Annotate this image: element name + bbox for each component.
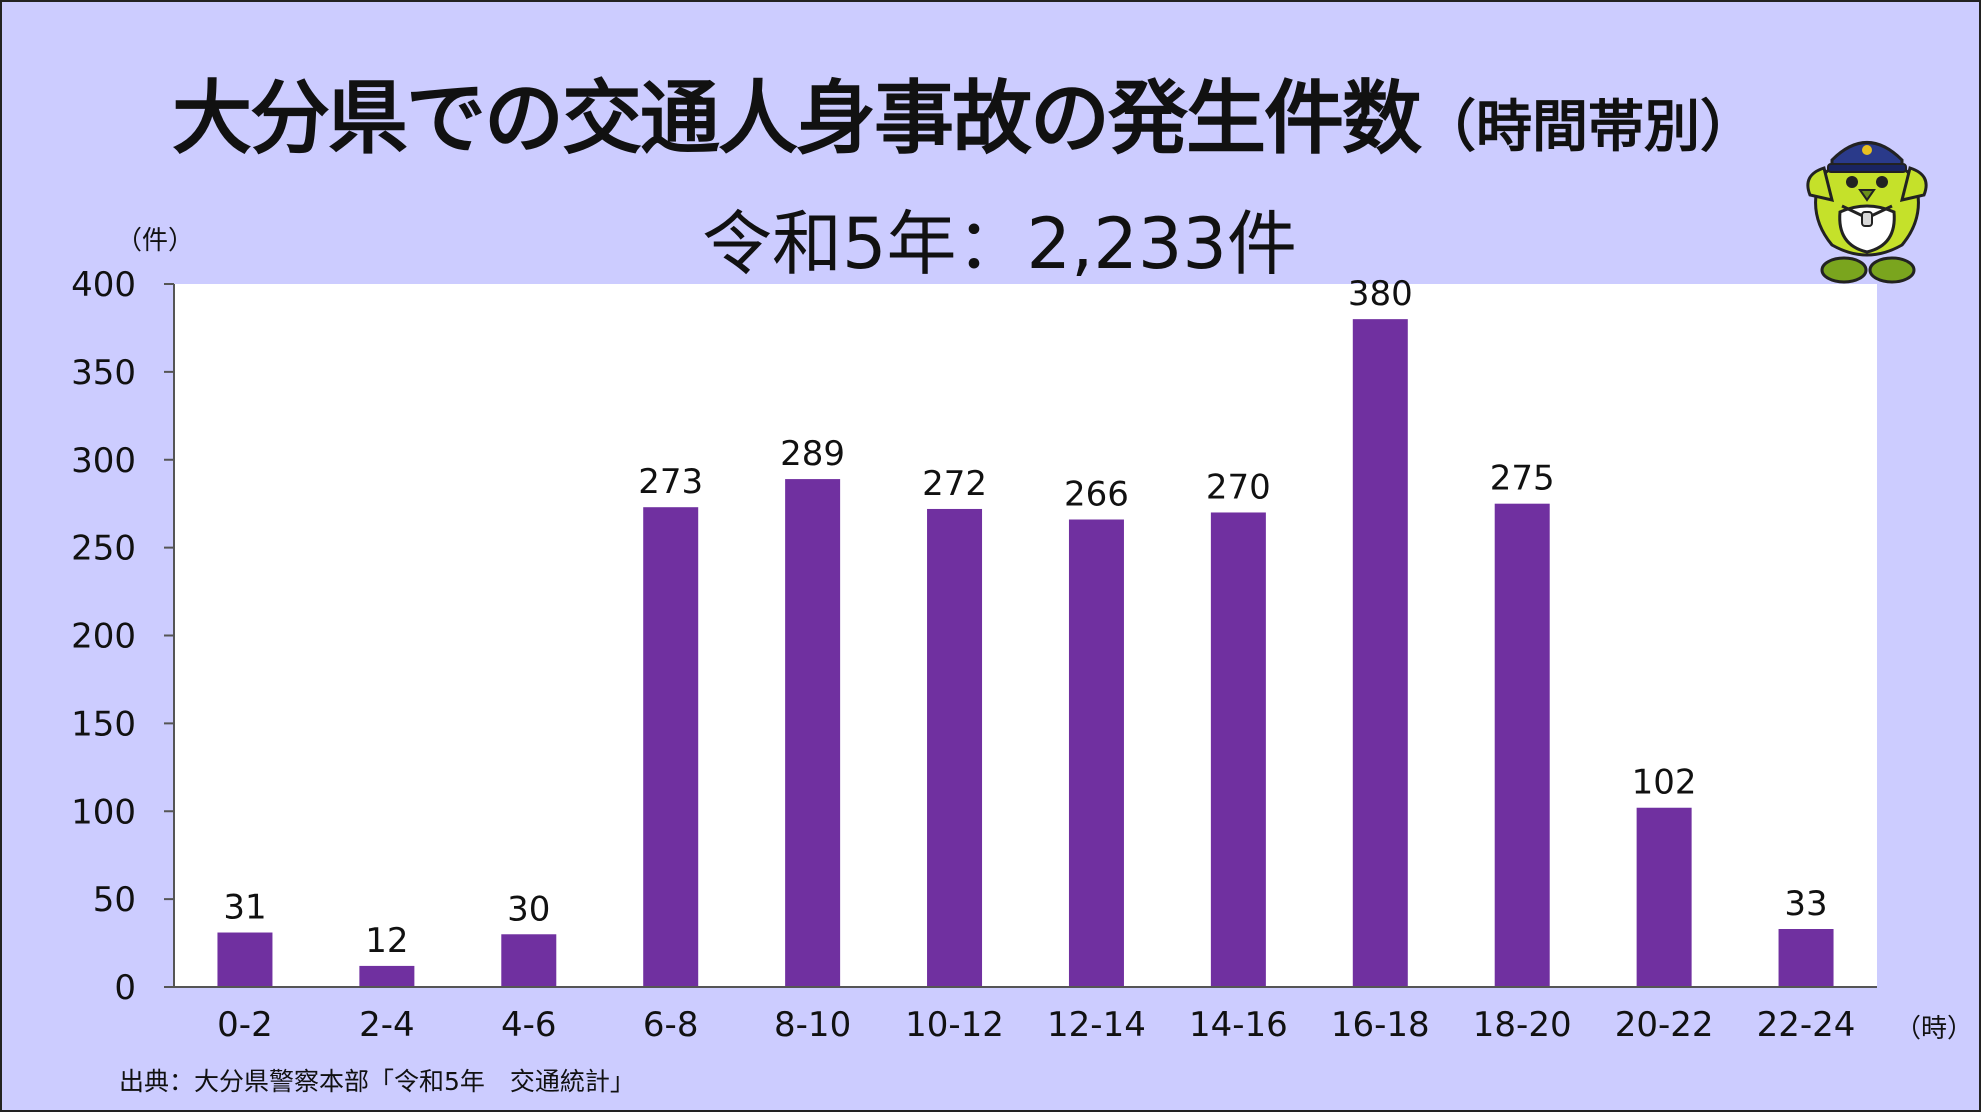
bar-18-20 bbox=[1494, 503, 1550, 987]
y-tick-label-250: 250 bbox=[71, 529, 136, 569]
y-tick-label-0: 0 bbox=[114, 968, 136, 1008]
y-tick-label-50: 50 bbox=[93, 880, 136, 920]
y-tick-label-300: 300 bbox=[71, 441, 136, 481]
source-citation: 出典：大分県警察本部「令和5年 交通統計」 bbox=[119, 1067, 635, 1096]
chart-title: 大分県での交通人身事故の発生件数（時間帯別） bbox=[172, 64, 1756, 183]
data-label-20-22: 102 bbox=[1632, 763, 1697, 803]
bar-2-4 bbox=[359, 965, 415, 987]
data-label-6-8: 273 bbox=[638, 462, 703, 502]
data-label-10-12: 272 bbox=[922, 464, 987, 504]
y-tick-label-400: 400 bbox=[71, 265, 136, 305]
bar-14-16 bbox=[1210, 512, 1266, 987]
bar-0-2 bbox=[217, 932, 273, 987]
bar-8-10 bbox=[785, 479, 841, 987]
x-tick-label-0-2: 0-2 bbox=[217, 1005, 273, 1045]
x-tick-label-10-12: 10-12 bbox=[905, 1005, 1004, 1045]
data-label-12-14: 266 bbox=[1064, 475, 1129, 515]
data-label-8-10: 289 bbox=[780, 434, 845, 474]
bar-12-14 bbox=[1068, 519, 1124, 987]
bar-10-12 bbox=[927, 508, 983, 987]
axes-layer: 0-2 2-4 4-6 6-8 8-10 10-12 12-14 14-16 16-18 18-2… bbox=[71, 265, 1877, 1045]
data-label-18-20: 275 bbox=[1490, 459, 1555, 499]
x-tick-label-18-20: 18-20 bbox=[1473, 1005, 1572, 1045]
x-tick-label-22-24: 22-24 bbox=[1757, 1005, 1856, 1045]
y-tick-label-150: 150 bbox=[71, 704, 136, 744]
plot-area bbox=[174, 284, 1877, 987]
data-label-4-6: 30 bbox=[507, 889, 550, 929]
y-tick-label-100: 100 bbox=[71, 792, 136, 832]
y-tick-label-200: 200 bbox=[71, 617, 136, 657]
y-axis-unit: （件） bbox=[116, 226, 195, 256]
x-tick-label-2-4: 2-4 bbox=[359, 1005, 415, 1045]
chart-title-main: 大分県での交通人身事故の発生件数 bbox=[172, 72, 1422, 165]
chart-title-sub: （時間帯別） bbox=[1420, 95, 1756, 160]
x-tick-label-16-18: 16-18 bbox=[1331, 1005, 1430, 1045]
x-tick-label-4-6: 4-6 bbox=[501, 1005, 557, 1045]
y-tick-label-350: 350 bbox=[71, 353, 136, 393]
x-tick-label-14-16: 14-16 bbox=[1189, 1005, 1288, 1045]
police-bird-mascot-icon bbox=[1806, 141, 1928, 284]
data-label-0-2: 31 bbox=[223, 888, 266, 928]
data-label-16-18: 380 bbox=[1348, 274, 1413, 314]
bar-20-22 bbox=[1636, 807, 1692, 987]
x-tick-label-8-10: 8-10 bbox=[774, 1005, 851, 1045]
data-labels-layer: 31 12 30 273 289 272 266 270 380 275 102 33 bbox=[223, 274, 1827, 961]
x-tick-label-12-14: 12-14 bbox=[1047, 1005, 1146, 1045]
bar-16-18 bbox=[1352, 319, 1408, 987]
data-label-22-24: 33 bbox=[1784, 884, 1827, 924]
x-tick-label-20-22: 20-22 bbox=[1615, 1005, 1714, 1045]
data-label-14-16: 270 bbox=[1206, 467, 1271, 507]
total-count-label: 令和5年：2,233件 bbox=[702, 203, 1297, 285]
bar-4-6 bbox=[501, 934, 557, 987]
bars-layer bbox=[217, 319, 1834, 987]
x-axis-unit: （時） bbox=[1895, 1014, 1974, 1044]
bar-6-8 bbox=[643, 507, 699, 987]
bar-22-24 bbox=[1778, 929, 1834, 987]
data-label-2-4: 12 bbox=[365, 921, 408, 961]
x-tick-label-6-8: 6-8 bbox=[643, 1005, 699, 1045]
